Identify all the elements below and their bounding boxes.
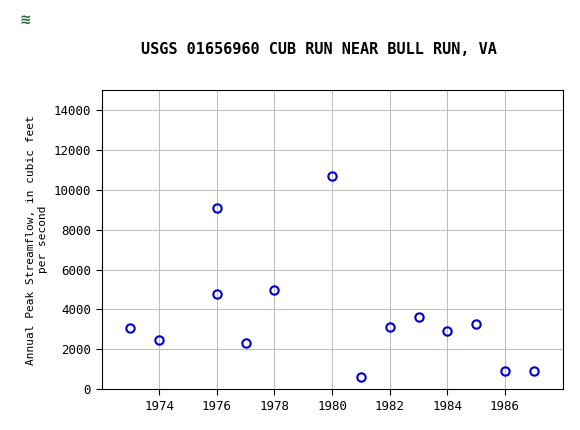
Text: USGS: USGS [52,11,107,29]
Y-axis label: Annual Peak Streamflow, in cubic feet
per second: Annual Peak Streamflow, in cubic feet pe… [27,115,48,365]
Text: USGS 01656960 CUB RUN NEAR BULL RUN, VA: USGS 01656960 CUB RUN NEAR BULL RUN, VA [141,42,497,57]
FancyBboxPatch shape [7,4,45,36]
Text: ≋: ≋ [20,13,32,27]
